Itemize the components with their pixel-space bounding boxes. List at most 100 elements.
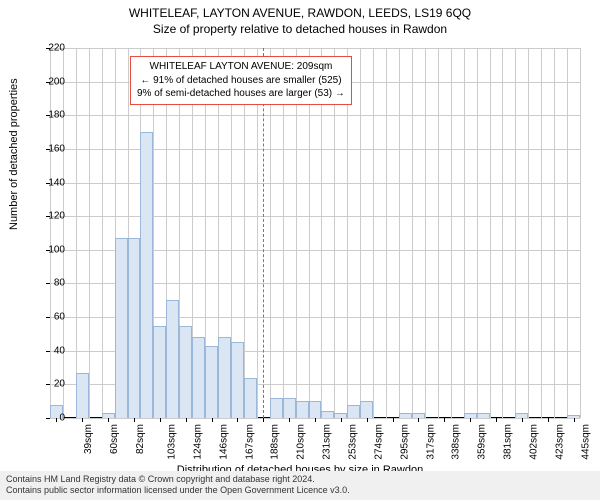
x-tick-mark xyxy=(160,418,161,422)
x-tick-label: 423sqm xyxy=(554,424,565,460)
bar xyxy=(153,326,166,419)
gridline-h xyxy=(50,183,580,184)
annotation-line1: WHITELEAF LAYTON AVENUE: 209sqm xyxy=(137,60,345,74)
gridline-v xyxy=(567,48,568,418)
bar xyxy=(321,411,334,418)
x-tick-mark xyxy=(82,418,83,422)
x-tick-label: 124sqm xyxy=(192,424,203,460)
x-tick-mark xyxy=(237,418,238,422)
gridline-v xyxy=(490,48,491,418)
x-tick-label: 402sqm xyxy=(529,424,540,460)
y-tick-label: 0 xyxy=(59,413,65,424)
annotation-line3: 9% of semi-detached houses are larger (5… xyxy=(137,87,345,101)
bar xyxy=(205,346,218,418)
footer-line1: Contains HM Land Registry data © Crown c… xyxy=(6,474,594,486)
y-axis-title: Number of detached properties xyxy=(8,78,20,230)
bar xyxy=(244,378,257,418)
x-tick-mark xyxy=(444,418,445,422)
x-tick-mark xyxy=(418,418,419,422)
x-tick-label: 167sqm xyxy=(244,424,255,460)
x-tick-mark xyxy=(212,418,213,422)
bar xyxy=(309,401,322,418)
x-tick-label: 295sqm xyxy=(399,424,410,460)
gridline-v xyxy=(580,48,581,418)
x-tick-label: 445sqm xyxy=(580,424,591,460)
gridline-v xyxy=(451,48,452,418)
x-tick-mark xyxy=(186,418,187,422)
bar xyxy=(128,238,141,418)
x-tick-label: 60sqm xyxy=(109,424,120,454)
annotation-line2: ← 91% of detached houses are smaller (52… xyxy=(137,74,345,88)
footer: Contains HM Land Registry data © Crown c… xyxy=(0,471,600,500)
x-tick-mark xyxy=(496,418,497,422)
x-tick-label: 274sqm xyxy=(373,424,384,460)
bar xyxy=(399,413,412,418)
y-tick-label: 40 xyxy=(54,345,65,356)
gridline-h xyxy=(50,216,580,217)
gridline-v xyxy=(412,48,413,418)
x-tick-mark xyxy=(263,418,264,422)
gridline-v xyxy=(477,48,478,418)
y-tick-label: 100 xyxy=(48,244,65,255)
x-tick-label: 317sqm xyxy=(425,424,436,460)
x-tick-mark xyxy=(393,418,394,422)
x-tick-mark xyxy=(367,418,368,422)
y-tick-label: 220 xyxy=(48,43,65,54)
x-tick-mark xyxy=(315,418,316,422)
gridline-v xyxy=(89,48,90,418)
x-tick-mark xyxy=(574,418,575,422)
x-tick-label: 188sqm xyxy=(270,424,281,460)
x-tick-label: 210sqm xyxy=(296,424,307,460)
x-tick-mark xyxy=(289,418,290,422)
x-tick-mark xyxy=(470,418,471,422)
chart-title-line2: Size of property relative to detached ho… xyxy=(0,20,600,36)
y-tick-label: 80 xyxy=(54,278,65,289)
bar xyxy=(140,132,153,418)
x-tick-label: 146sqm xyxy=(218,424,229,460)
y-tick-label: 60 xyxy=(54,312,65,323)
bar xyxy=(166,300,179,418)
gridline-v xyxy=(554,48,555,418)
bar xyxy=(477,413,490,418)
y-tick-label: 20 xyxy=(54,379,65,390)
chart-title-line1: WHITELEAF, LAYTON AVENUE, RAWDON, LEEDS,… xyxy=(0,0,600,20)
gridline-v xyxy=(541,48,542,418)
gridline-v xyxy=(399,48,400,418)
footer-line2: Contains public sector information licen… xyxy=(6,485,594,497)
y-tick-label: 180 xyxy=(48,110,65,121)
bar xyxy=(347,405,360,418)
x-tick-label: 82sqm xyxy=(135,424,146,454)
x-tick-mark xyxy=(56,418,57,422)
gridline-v xyxy=(502,48,503,418)
y-tick-label: 200 xyxy=(48,76,65,87)
x-tick-label: 231sqm xyxy=(322,424,333,460)
y-tick-label: 120 xyxy=(48,211,65,222)
x-tick-label: 338sqm xyxy=(451,424,462,460)
gridline-v xyxy=(464,48,465,418)
gridline-v xyxy=(50,48,51,418)
x-tick-label: 381sqm xyxy=(503,424,514,460)
bar xyxy=(360,401,373,418)
bar xyxy=(76,373,89,418)
x-tick-mark xyxy=(108,418,109,422)
gridline-v xyxy=(386,48,387,418)
gridline-v xyxy=(515,48,516,418)
x-tick-mark xyxy=(522,418,523,422)
gridline-v xyxy=(528,48,529,418)
bar xyxy=(192,337,205,418)
y-tick-label: 160 xyxy=(48,143,65,154)
x-tick-label: 359sqm xyxy=(477,424,488,460)
bar xyxy=(231,342,244,418)
bar xyxy=(179,326,192,419)
bar xyxy=(283,398,296,418)
gridline-h xyxy=(50,115,580,116)
annotation-box: WHITELEAF LAYTON AVENUE: 209sqm← 91% of … xyxy=(130,56,352,105)
bar xyxy=(218,337,231,418)
x-tick-label: 103sqm xyxy=(167,424,178,460)
y-tick-mark xyxy=(46,418,50,419)
gridline-v xyxy=(438,48,439,418)
x-tick-label: 39sqm xyxy=(83,424,94,454)
gridline-v xyxy=(373,48,374,418)
gridline-v xyxy=(360,48,361,418)
gridline-v xyxy=(102,48,103,418)
